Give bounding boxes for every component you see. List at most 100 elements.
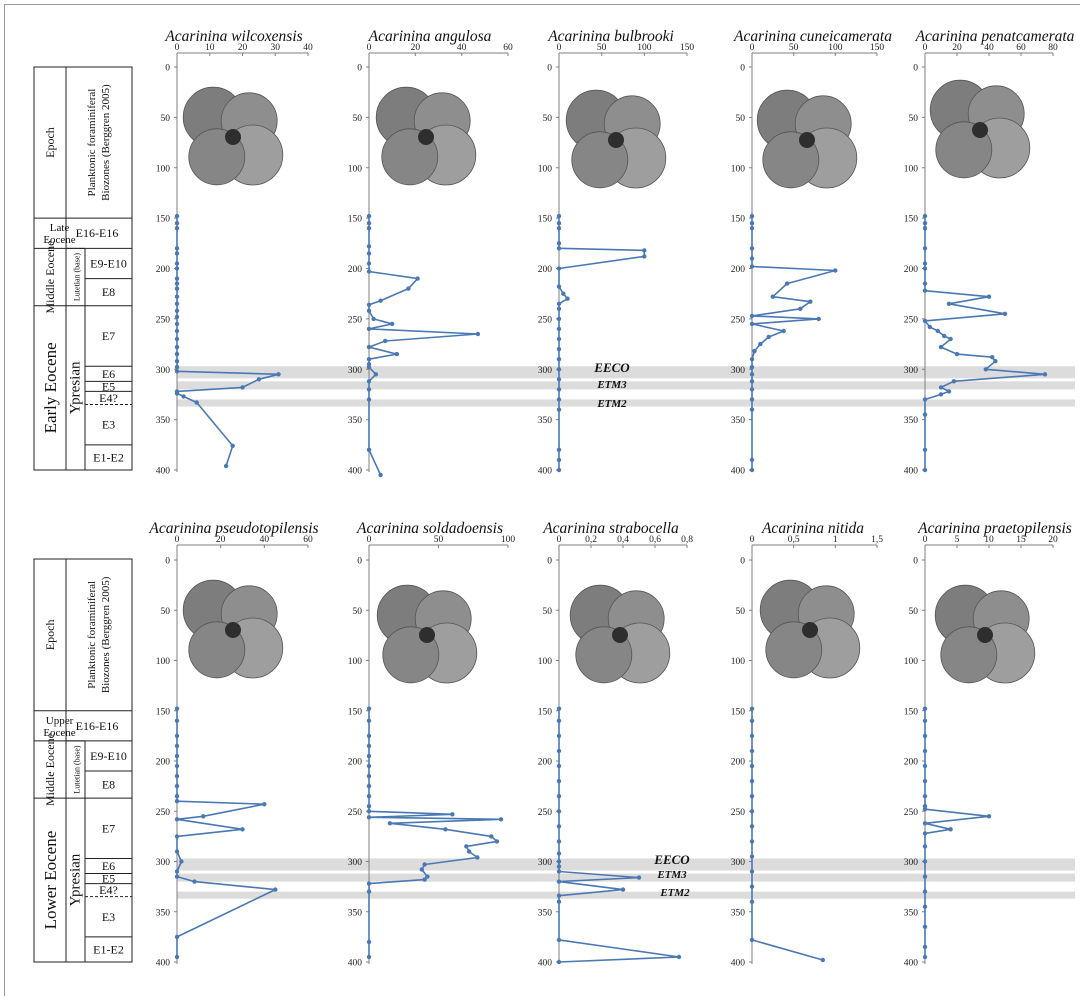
data-point <box>174 817 180 822</box>
specimen-image <box>934 584 1036 684</box>
x-tick-label: 40 <box>984 43 994 53</box>
data-point <box>556 316 562 322</box>
strat-column: Epoch Planktonic foraminiferal Biozones (B… <box>33 66 133 471</box>
data-point <box>983 367 988 372</box>
x-tick-label: 0 <box>750 43 755 53</box>
specimen-image <box>569 584 671 684</box>
data-point <box>422 877 427 882</box>
y-tick-label: 0 <box>547 557 552 567</box>
data-point <box>174 221 180 226</box>
data-point <box>986 294 992 299</box>
y-tick-label: 100 <box>156 657 171 667</box>
data-point <box>816 316 821 322</box>
x-tick-label: 40 <box>303 43 313 53</box>
y-tick-label: 300 <box>731 858 746 868</box>
data-point <box>749 884 755 889</box>
series-line <box>368 216 479 476</box>
chart-title: Acarinina strabocella <box>542 520 679 537</box>
data-point <box>378 298 383 303</box>
data-point <box>922 706 928 711</box>
data-point <box>174 294 180 299</box>
y-tick-label: 400 <box>731 959 746 969</box>
chart-title: Acarinina pseudotopilensis <box>148 520 318 537</box>
x-tick-label: 80 <box>1048 43 1058 53</box>
y-tick-label: 50 <box>543 607 553 617</box>
zone-label: E8 <box>102 285 115 299</box>
epoch-header: Epoch <box>43 127 57 158</box>
x-tick-label: 5 <box>955 535 960 545</box>
data-point <box>749 733 755 739</box>
data-point <box>948 827 953 832</box>
data-point <box>174 934 180 940</box>
y-tick-label: 300 <box>538 858 553 868</box>
data-point <box>556 241 562 246</box>
data-point <box>749 264 755 269</box>
zone-label: E6 <box>102 859 115 873</box>
y-tick-label: 0 <box>740 557 745 567</box>
y-tick-label: 300 <box>156 858 171 868</box>
specimen-image <box>182 579 284 679</box>
data-point <box>366 244 372 249</box>
data-point <box>556 221 562 226</box>
specimen-image <box>759 579 861 679</box>
specimen-image <box>182 86 284 186</box>
data-point <box>749 221 755 226</box>
chart-title: Acarinina nitida <box>761 520 864 537</box>
data-point <box>676 954 682 960</box>
data-point <box>556 301 562 306</box>
epoch-label: Upper Eocene <box>43 715 75 739</box>
data-point <box>922 821 928 826</box>
data-point <box>366 261 372 266</box>
y-tick-label: 250 <box>156 808 171 818</box>
y-tick-label: 0 <box>165 557 170 567</box>
data-point <box>922 288 928 293</box>
specimen-aperture <box>608 132 624 148</box>
data-point <box>749 372 755 377</box>
data-point <box>1002 311 1008 316</box>
data-point <box>174 834 180 839</box>
data-point <box>174 328 180 334</box>
y-tick-label: 200 <box>904 758 919 768</box>
data-point <box>922 246 928 251</box>
y-tick-label: 250 <box>348 808 363 818</box>
series-line <box>751 708 824 961</box>
data-point <box>366 881 372 886</box>
y-tick-label: 150 <box>731 215 746 225</box>
data-point <box>556 778 562 784</box>
zone-label: E9-E10 <box>90 749 127 763</box>
zone-label: E3 <box>102 418 115 432</box>
data-point <box>808 299 813 304</box>
data-point <box>556 326 562 332</box>
data-point <box>256 377 262 382</box>
x-tick-label: 20 <box>1048 535 1058 545</box>
data-point <box>749 718 755 723</box>
y-tick-label: 0 <box>357 64 362 74</box>
epoch-header: Epoch <box>43 620 57 651</box>
x-tick-label: 0,6 <box>649 535 661 545</box>
data-point <box>556 794 562 799</box>
data-point <box>820 957 825 963</box>
series-line <box>558 708 680 963</box>
y-tick-label: 350 <box>156 908 171 918</box>
x-tick-label: 0,4 <box>617 535 629 545</box>
chart-title: Acarinina wilcoxensis <box>164 28 302 45</box>
y-tick-label: 300 <box>538 366 553 376</box>
data-point <box>556 733 562 739</box>
data-point <box>556 457 562 463</box>
data-point <box>749 869 755 874</box>
y-tick-label: 200 <box>904 265 919 275</box>
data-point <box>366 743 372 749</box>
data-point <box>174 321 180 327</box>
data-point <box>749 467 755 473</box>
data-point <box>758 341 763 347</box>
zone-label: E4? <box>99 391 118 405</box>
data-point <box>556 864 562 869</box>
y-tick-label: 350 <box>348 908 363 918</box>
specimen-image <box>565 89 667 189</box>
y-tick-label: 400 <box>904 959 919 969</box>
event-band-eeco <box>177 858 1075 871</box>
epoch-label: Lower Eocene <box>41 831 60 930</box>
data-point <box>749 397 755 402</box>
